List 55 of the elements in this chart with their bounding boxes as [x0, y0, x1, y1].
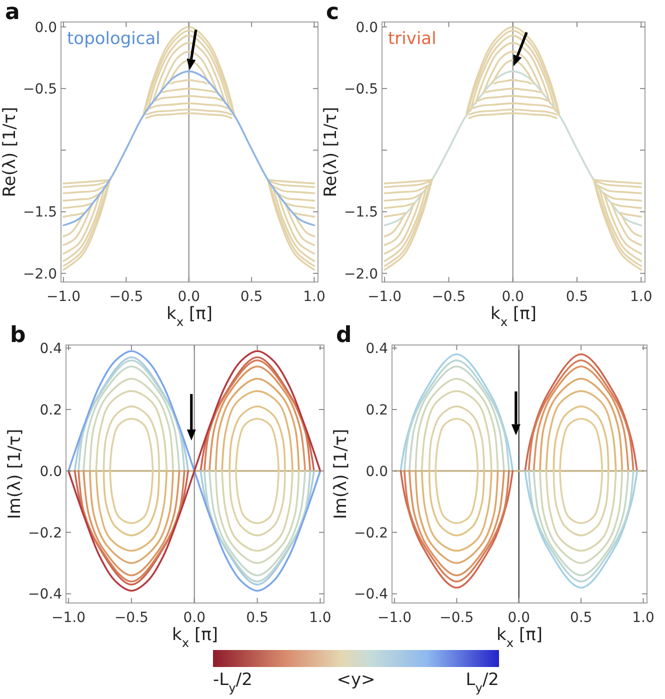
x-tick-label: 0.5: [246, 610, 268, 626]
y-tick-label: −0.4: [354, 586, 388, 603]
annotation: topological: [67, 29, 160, 49]
x-tick-label: −1.0: [368, 289, 402, 305]
y-tick-label: 0.4: [366, 340, 388, 357]
y-tick-label: 0.0: [34, 20, 57, 36]
color-bar-title: <y>: [336, 670, 376, 690]
x-tick-label: −1.0: [46, 289, 81, 305]
chart-title: b: [10, 323, 26, 348]
x-axis-title: k$_{x}$ [π]: [166, 304, 213, 329]
y-axis-title: Re(λ) [1/τ]: [321, 106, 341, 198]
x-axis-title: k$_{x}$ [π]: [496, 625, 543, 650]
y-tick-label: 0.0: [356, 20, 378, 36]
y-axis-title: Re(λ) [1/τ]: [0, 106, 20, 198]
x-axis-title: k$_{x}$ [π]: [490, 304, 537, 329]
x-tick-label: −0.5: [432, 289, 466, 305]
x-tick-label: 1.0: [303, 289, 326, 305]
x-tick-label: 0.0: [178, 289, 200, 305]
annotation: trivial: [388, 29, 436, 49]
y-tick-label: 0.2: [366, 402, 388, 418]
y-tick-label: −0.5: [23, 81, 57, 98]
x-tick-label: −0.5: [109, 289, 144, 305]
x-tick-label: −1.0: [52, 610, 86, 626]
y-tick-label: −0.2: [354, 525, 388, 542]
y-tick-label: −0.5: [344, 81, 378, 98]
x-tick-label: −0.5: [114, 610, 148, 626]
x-axis-title: k$_{x}$ [π]: [172, 625, 218, 650]
text: -L$_{y}$/2: [213, 670, 252, 695]
chart-title: a: [5, 0, 20, 25]
y-tick-label: −0.2: [28, 525, 62, 542]
y-tick-label: −2.0: [344, 266, 378, 282]
x-tick-label: −0.5: [440, 610, 474, 626]
y-tick-label: −1.5: [23, 204, 57, 221]
text: L$_{y}$/2: [466, 670, 499, 695]
x-tick-label: 0.0: [502, 289, 524, 305]
x-tick-label: 0.5: [570, 610, 592, 626]
x-tick-label: 1.0: [630, 289, 652, 305]
x-tick-label: 0.0: [183, 610, 206, 626]
y-tick-label: −1.5: [344, 204, 378, 221]
y-axis-title: Im(λ) [1/τ]: [331, 428, 351, 520]
x-tick-label: 0.5: [566, 289, 588, 305]
y-tick-label: 0.2: [40, 402, 62, 418]
x-tick-label: −1.0: [377, 610, 412, 626]
y-tick-label: 0.0: [40, 464, 62, 480]
y-tick-label: 0.4: [40, 340, 62, 357]
x-tick-label: 0.5: [240, 289, 263, 305]
x-tick-label: 1.0: [309, 610, 332, 626]
y-axis-title: Im(λ) [1/τ]: [5, 428, 25, 520]
chart-title: d: [336, 323, 352, 348]
y-tick-label: 0.0: [366, 464, 388, 480]
x-tick-label: 1.0: [632, 610, 654, 626]
y-tick-label: −0.4: [28, 586, 62, 603]
x-tick-label: 0.0: [508, 610, 530, 626]
chart-title: c: [326, 0, 340, 25]
y-tick-label: −2.0: [23, 266, 57, 282]
